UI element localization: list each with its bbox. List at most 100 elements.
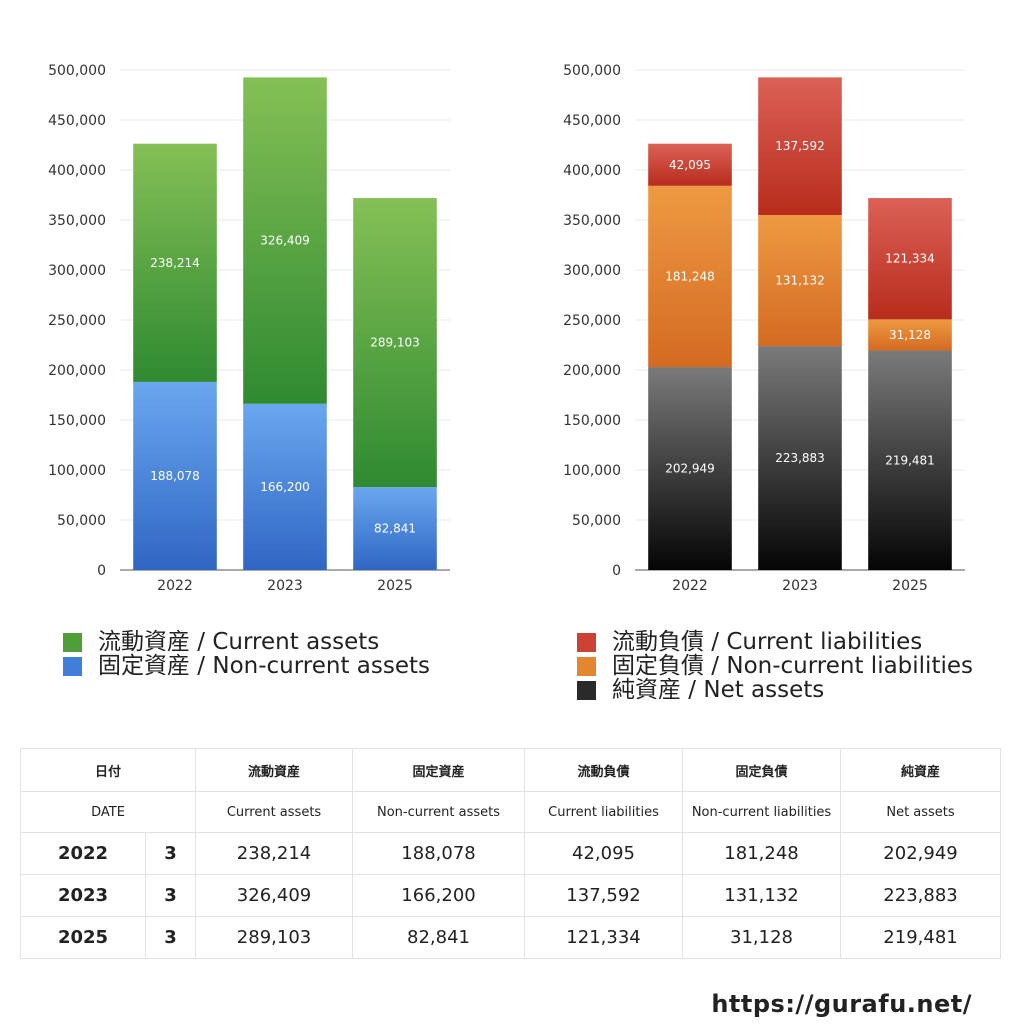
- legend-label: 固定負債 / Non-current liabilities: [612, 653, 973, 679]
- bar-segment: [648, 185, 732, 368]
- y-tick-label: 450,000: [563, 113, 621, 129]
- cell-net-assets: 202,949: [840, 832, 1002, 875]
- header-current-assets-en: Current assets: [195, 791, 354, 833]
- y-tick-label: 400,000: [48, 163, 106, 179]
- bar-segment: [868, 198, 952, 320]
- cell-non-current-liabilities: 131,132: [682, 874, 842, 917]
- legend-swatch: [577, 632, 596, 652]
- header-date-en: DATE: [19, 791, 197, 833]
- bar-value-label: 31,128: [889, 328, 931, 342]
- row-year: 2022: [20, 832, 146, 875]
- cell-net-assets: 223,883: [840, 874, 1002, 917]
- bar-value-label: 166,200: [260, 480, 310, 494]
- cell-non-current-liabilities: 31,128: [682, 916, 842, 959]
- y-tick-label: 350,000: [48, 213, 106, 229]
- site-url[interactable]: https://gurafu.net/: [711, 990, 972, 1018]
- header-current-assets-jp: 流動資産: [195, 748, 354, 792]
- liabilities-legend: 流動負債 / Current liabilities 固定負債 / Non-cu…: [577, 630, 973, 702]
- bar-value-label: 223,883: [775, 451, 825, 465]
- legend-item-current-liabilities: 流動負債 / Current liabilities: [577, 630, 973, 654]
- legend-swatch: [577, 656, 596, 676]
- x-tick-label: 2025: [377, 578, 413, 594]
- bar-segment: [648, 367, 732, 570]
- legend-item-non-current-assets: 固定資産 / Non-current assets: [63, 654, 430, 678]
- y-tick-label: 500,000: [563, 63, 621, 79]
- table-row: 2025 3 289,103 82,841 121,334 31,128 219…: [20, 916, 1002, 959]
- table-row: 2022 3 238,214 188,078 42,095 181,248 20…: [20, 832, 1002, 875]
- y-tick-label: 200,000: [563, 363, 621, 379]
- y-tick-label: 100,000: [48, 463, 106, 479]
- bar-value-label: 238,214: [150, 256, 200, 270]
- legend-label: 純資産 / Net assets: [612, 677, 825, 703]
- header-current-liabilities-jp: 流動負債: [524, 748, 684, 792]
- x-tick-label: 2022: [672, 578, 708, 594]
- y-tick-label: 300,000: [563, 263, 621, 279]
- bar-value-label: 42,095: [669, 158, 711, 172]
- legend-swatch: [577, 680, 596, 700]
- y-tick-label: 250,000: [563, 313, 621, 329]
- row-year: 2025: [20, 916, 146, 959]
- cell-current-liabilities: 42,095: [524, 832, 684, 875]
- bar-value-label: 131,132: [775, 274, 825, 288]
- y-tick-label: 50,000: [57, 513, 106, 529]
- y-tick-label: 100,000: [563, 463, 621, 479]
- legend-label: 固定資産 / Non-current assets: [98, 653, 431, 679]
- cell-current-liabilities: 137,592: [524, 874, 684, 917]
- bar-value-label: 202,949: [665, 462, 715, 476]
- cell-non-current-assets: 82,841: [352, 916, 526, 959]
- cell-net-assets: 219,481: [840, 916, 1002, 959]
- y-tick-label: 450,000: [48, 113, 106, 129]
- legend-swatch: [63, 632, 82, 652]
- bar-value-label: 82,841: [374, 522, 416, 536]
- header-non-current-assets-jp: 固定資産: [352, 748, 526, 792]
- bar-segment: [868, 319, 952, 351]
- y-tick-label: 150,000: [48, 413, 106, 429]
- liabilities-chart: 0 50,000 100,000 150,000 200,000 250,000 300,0…: [563, 63, 965, 594]
- y-tick-label: 0: [97, 563, 106, 579]
- row-month: 3: [144, 916, 197, 959]
- header-non-current-liabilities-jp: 固定負債: [682, 748, 842, 792]
- header-net-assets-en: Net assets: [840, 791, 1002, 833]
- y-tick-label: 150,000: [563, 413, 621, 429]
- bar-value-label: 289,103: [370, 336, 420, 350]
- bar-segment: [133, 381, 217, 570]
- cell-non-current-liabilities: 181,248: [682, 832, 842, 875]
- cell-non-current-assets: 166,200: [352, 874, 526, 917]
- bar-value-label: 181,248: [665, 269, 715, 283]
- bar-segment: [648, 143, 732, 186]
- y-tick-label: 0: [612, 563, 621, 579]
- bar-value-label: 137,592: [775, 139, 825, 153]
- header-current-liabilities-en: Current liabilities: [524, 791, 684, 833]
- bar-segment: [868, 350, 952, 570]
- cell-current-assets: 238,214: [195, 832, 354, 875]
- row-month: 3: [144, 832, 197, 875]
- x-tick-label: 2023: [267, 578, 303, 594]
- legend-item-non-current-liabilities: 固定負債 / Non-current liabilities: [577, 654, 973, 678]
- legend-item-current-assets: 流動資産 / Current assets: [63, 630, 430, 654]
- bar-value-label: 219,481: [885, 453, 935, 467]
- cell-current-liabilities: 121,334: [524, 916, 684, 959]
- header-net-assets-jp: 純資産: [840, 748, 1002, 792]
- bar-segment: [353, 198, 437, 488]
- bar-segment: [758, 346, 842, 570]
- header-non-current-assets-en: Non-current assets: [352, 791, 526, 833]
- bar-segment: [353, 487, 437, 570]
- y-tick-label: 350,000: [563, 213, 621, 229]
- y-tick-label: 250,000: [48, 313, 106, 329]
- bar-segment: [243, 403, 327, 570]
- bar-segment: [133, 143, 217, 382]
- cell-current-assets: 289,103: [195, 916, 354, 959]
- x-tick-label: 2023: [782, 578, 818, 594]
- y-tick-label: 200,000: [48, 363, 106, 379]
- y-tick-label: 300,000: [48, 263, 106, 279]
- bar-value-label: 121,334: [885, 252, 935, 266]
- cell-current-assets: 326,409: [195, 874, 354, 917]
- financial-data-table: 日付 流動資産 固定資産 流動負債 固定負債 純資産 DATE Current …: [19, 748, 1002, 959]
- table-header-jp: 日付 流動資産 固定資産 流動負債 固定負債 純資産: [19, 748, 1002, 792]
- bar-segment: [758, 77, 842, 215]
- y-tick-label: 400,000: [563, 163, 621, 179]
- bar-value-label: 188,078: [150, 469, 200, 483]
- bar-segment: [758, 214, 842, 347]
- x-tick-label: 2022: [157, 578, 193, 594]
- table-header-en: DATE Current assets Non-current assets C…: [19, 791, 1002, 833]
